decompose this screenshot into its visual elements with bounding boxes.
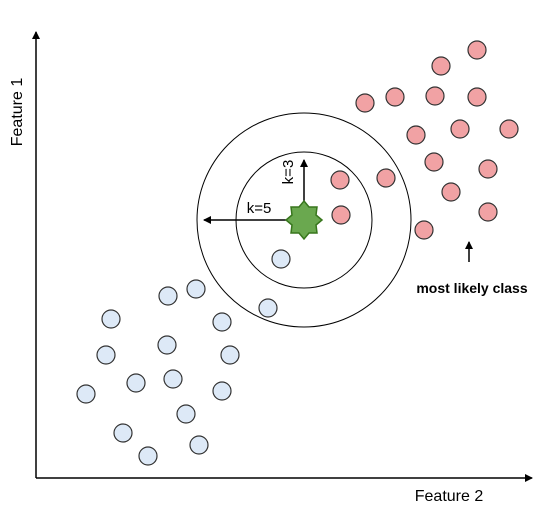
blue-point bbox=[126, 373, 146, 393]
query-point-star bbox=[284, 199, 324, 241]
red-point bbox=[331, 205, 351, 225]
blue-point bbox=[76, 384, 96, 404]
blue-point bbox=[176, 404, 196, 424]
red-point bbox=[376, 168, 396, 188]
blue-point bbox=[212, 381, 232, 401]
k3-label: k=3 bbox=[280, 160, 297, 185]
red-point bbox=[467, 87, 487, 107]
blue-point bbox=[113, 423, 133, 443]
k5-radius-circle bbox=[196, 112, 412, 328]
blue-point bbox=[158, 286, 178, 306]
red-point bbox=[330, 170, 350, 190]
blue-point bbox=[138, 446, 158, 466]
blue-point bbox=[101, 309, 121, 329]
red-point bbox=[478, 159, 498, 179]
red-point bbox=[431, 56, 451, 76]
blue-point bbox=[186, 279, 206, 299]
blue-point bbox=[189, 435, 209, 455]
red-point bbox=[355, 93, 375, 113]
red-point bbox=[467, 40, 487, 60]
blue-point bbox=[271, 249, 291, 269]
k5-label: k=5 bbox=[247, 200, 272, 217]
blue-point bbox=[212, 312, 232, 332]
red-point bbox=[425, 86, 445, 106]
red-point bbox=[414, 220, 434, 240]
blue-point bbox=[96, 345, 116, 365]
blue-class-points bbox=[76, 249, 291, 466]
blue-point bbox=[220, 345, 240, 365]
blue-point bbox=[157, 335, 177, 355]
annotation-label: most likely class bbox=[416, 280, 528, 296]
red-class-points bbox=[330, 40, 519, 240]
red-point bbox=[385, 87, 405, 107]
blue-point bbox=[163, 369, 183, 389]
red-point bbox=[450, 119, 470, 139]
red-point bbox=[424, 152, 444, 172]
y-axis-label: Feature 1 bbox=[9, 78, 26, 147]
red-point bbox=[499, 119, 519, 139]
x-axis-label: Feature 2 bbox=[415, 488, 484, 505]
blue-point bbox=[258, 298, 278, 318]
red-point bbox=[406, 125, 426, 145]
red-point bbox=[478, 202, 498, 222]
red-point bbox=[441, 182, 461, 202]
